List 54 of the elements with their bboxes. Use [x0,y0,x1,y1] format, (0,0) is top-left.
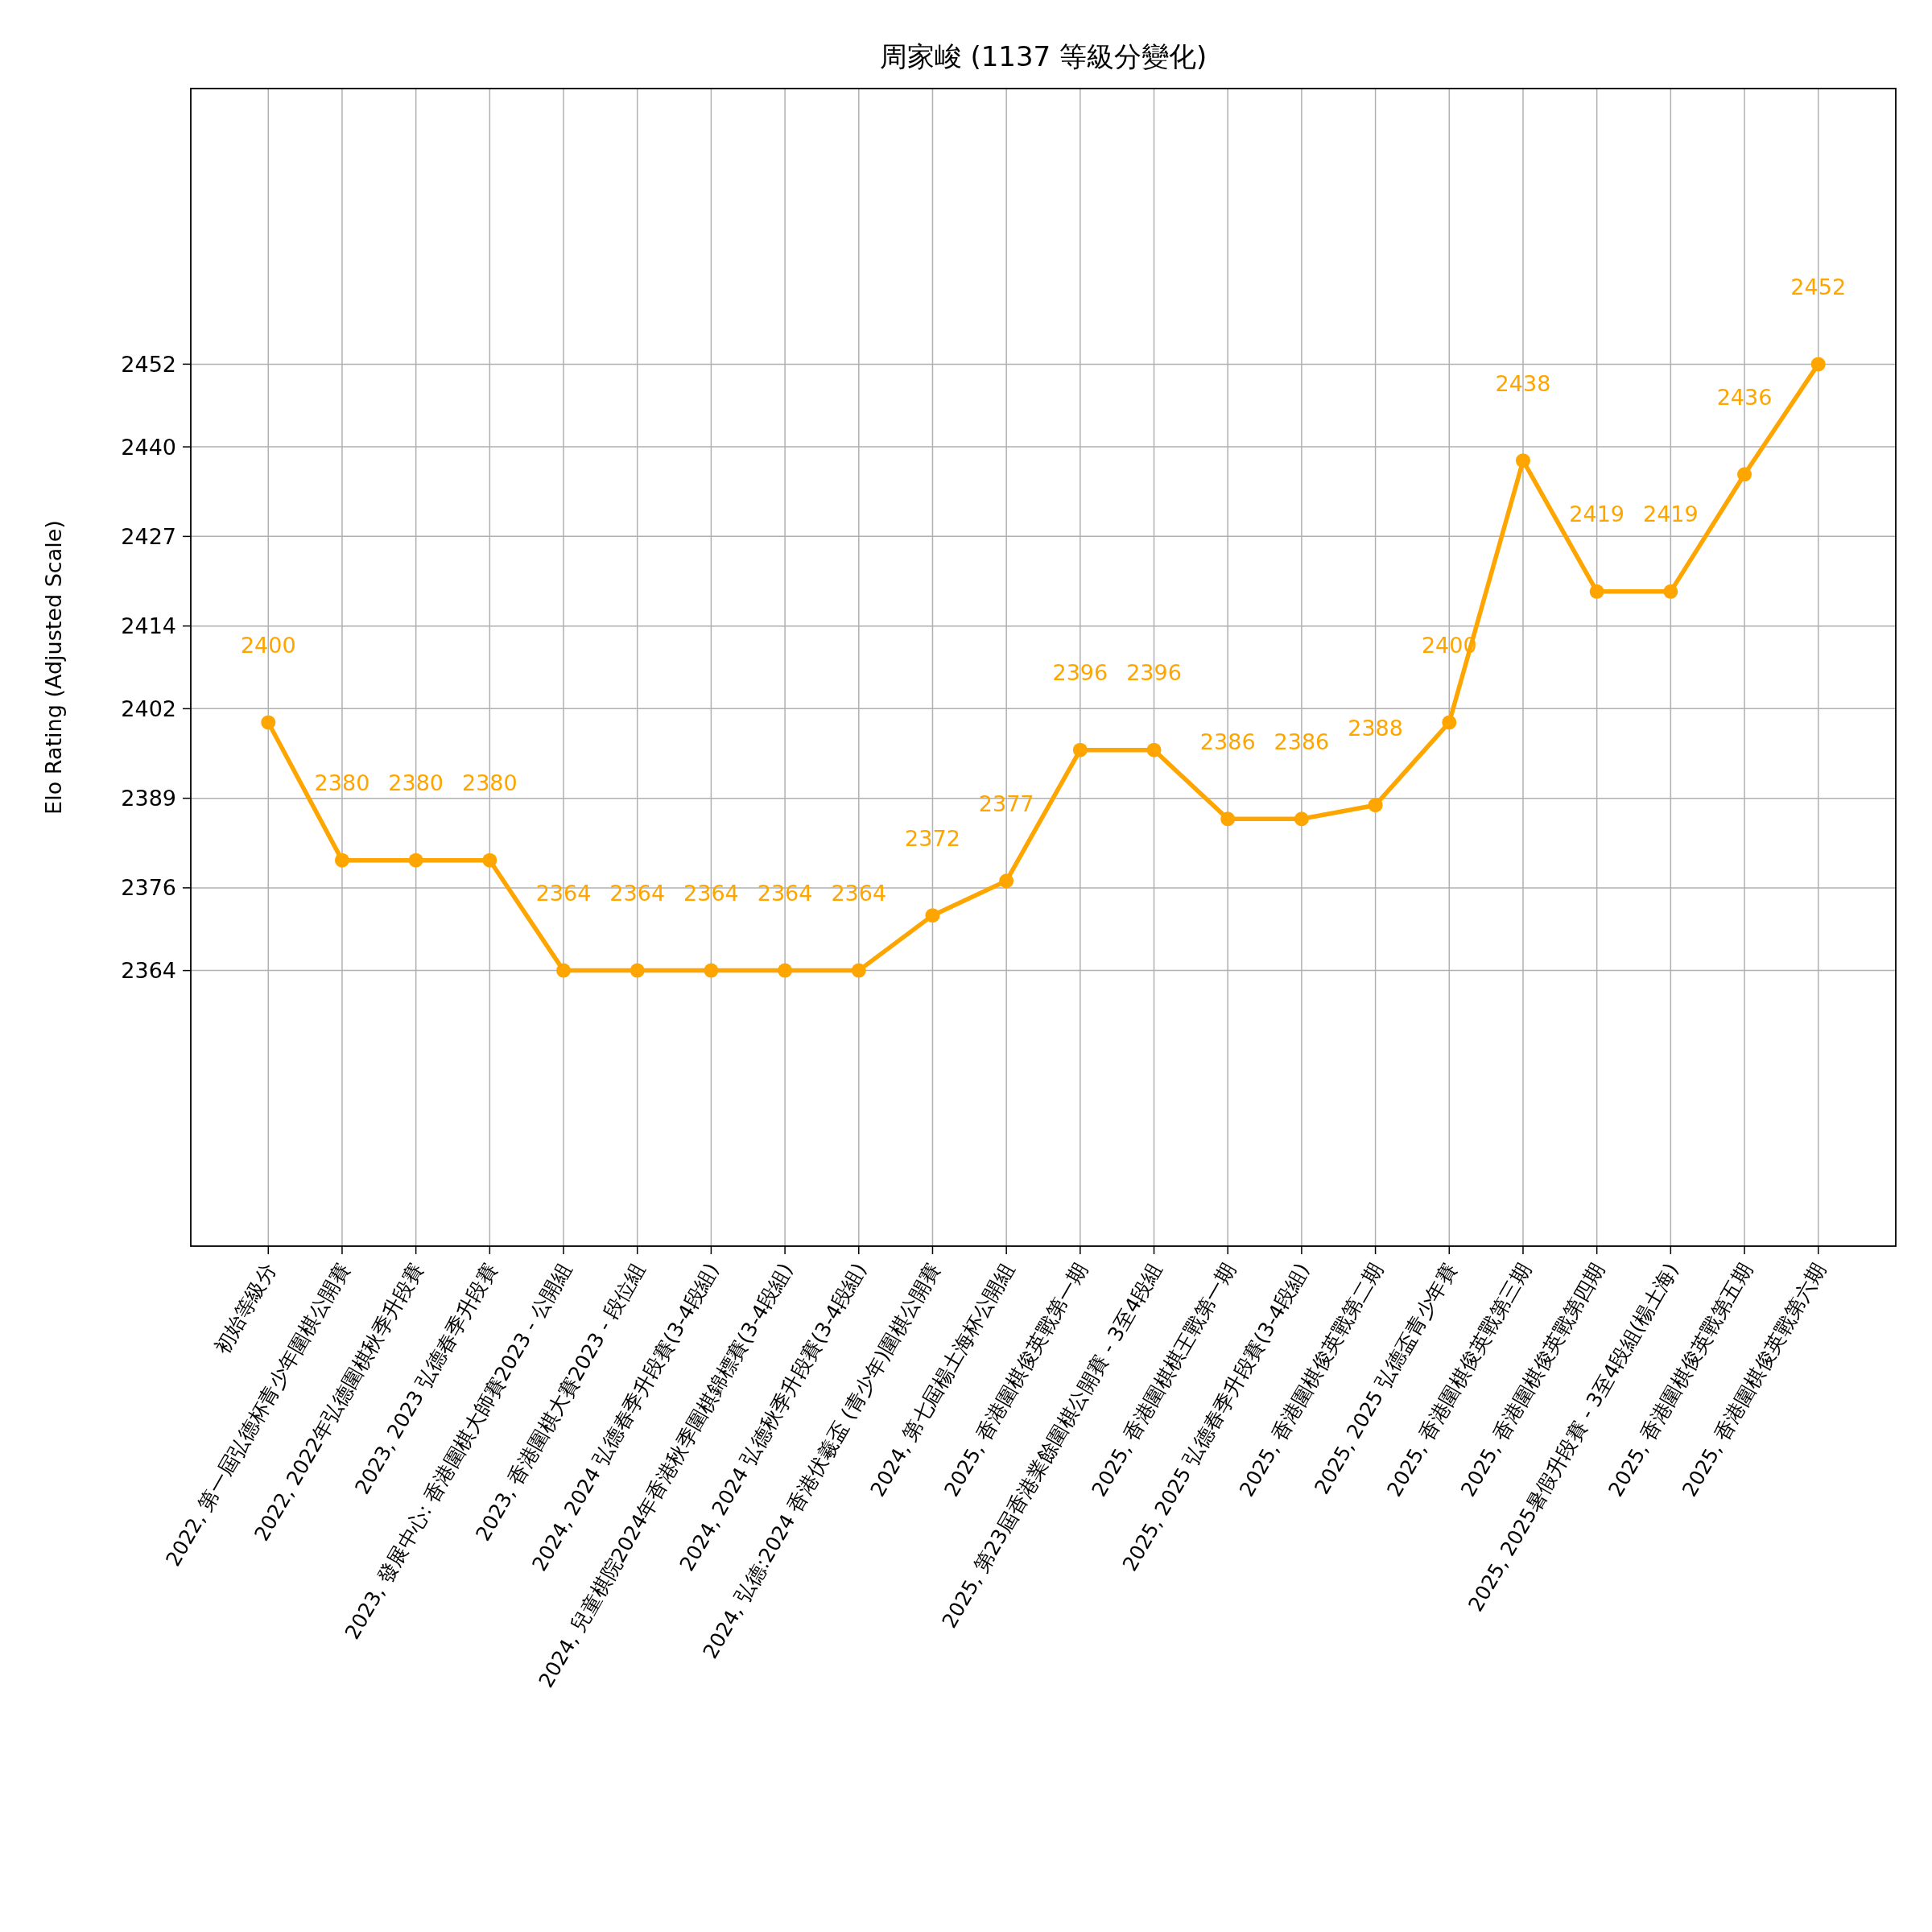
point [1072,742,1088,758]
point [261,715,276,730]
point [1146,742,1162,758]
data-label: 2386 [1274,729,1330,754]
point [1368,798,1383,813]
point [1294,811,1309,827]
point [1442,715,1457,730]
data-label: 2364 [609,881,666,906]
data-label: 2364 [683,881,739,906]
data-label: 2452 [1790,274,1847,299]
data-label: 2419 [1569,502,1625,527]
data-label: 2386 [1199,729,1256,754]
data-label: 2400 [240,632,296,658]
point [482,852,497,868]
data-label: 2380 [461,770,518,796]
data-label: 2388 [1348,715,1403,741]
y-axis-title: Elo Rating (Adjusted Scale) [41,520,66,815]
point [1515,453,1530,469]
data-label: 2372 [905,825,960,851]
y-tick-label: 2364 [121,958,176,984]
data-label: 2380 [388,770,444,796]
point [1589,584,1604,599]
data-label: 2436 [1716,384,1773,410]
chart-title: 周家峻 (1137 等級分變化) [879,40,1208,72]
data-label: 2380 [314,770,370,796]
point [851,963,866,978]
x-tick-label: 初始等級分 [209,1259,281,1358]
data-label: 2419 [1642,502,1699,527]
point [925,908,940,923]
data-label: 2396 [1126,660,1182,686]
point [408,852,423,868]
data-label: 2396 [1052,660,1108,686]
point [1737,467,1752,482]
point [1220,811,1236,827]
point [1810,357,1826,372]
y-tick-label: 2440 [121,434,176,460]
y-tick-label: 2452 [121,351,176,377]
point [778,963,793,978]
data-label: 2364 [757,881,813,906]
point [334,852,349,868]
y-tick-label: 2389 [121,786,176,811]
point [556,963,572,978]
data-label: 2438 [1495,370,1551,396]
y-tick-label: 2402 [121,696,176,721]
data-label: 2364 [535,881,592,906]
y-tick-label: 2376 [121,875,176,901]
y-tick-label: 2414 [121,613,176,639]
point [1663,584,1678,599]
point [630,963,645,978]
y-tick-label: 2427 [121,523,176,549]
point [999,873,1014,889]
data-label: 2377 [978,791,1034,816]
point [704,963,719,978]
data-label: 2364 [831,881,887,906]
